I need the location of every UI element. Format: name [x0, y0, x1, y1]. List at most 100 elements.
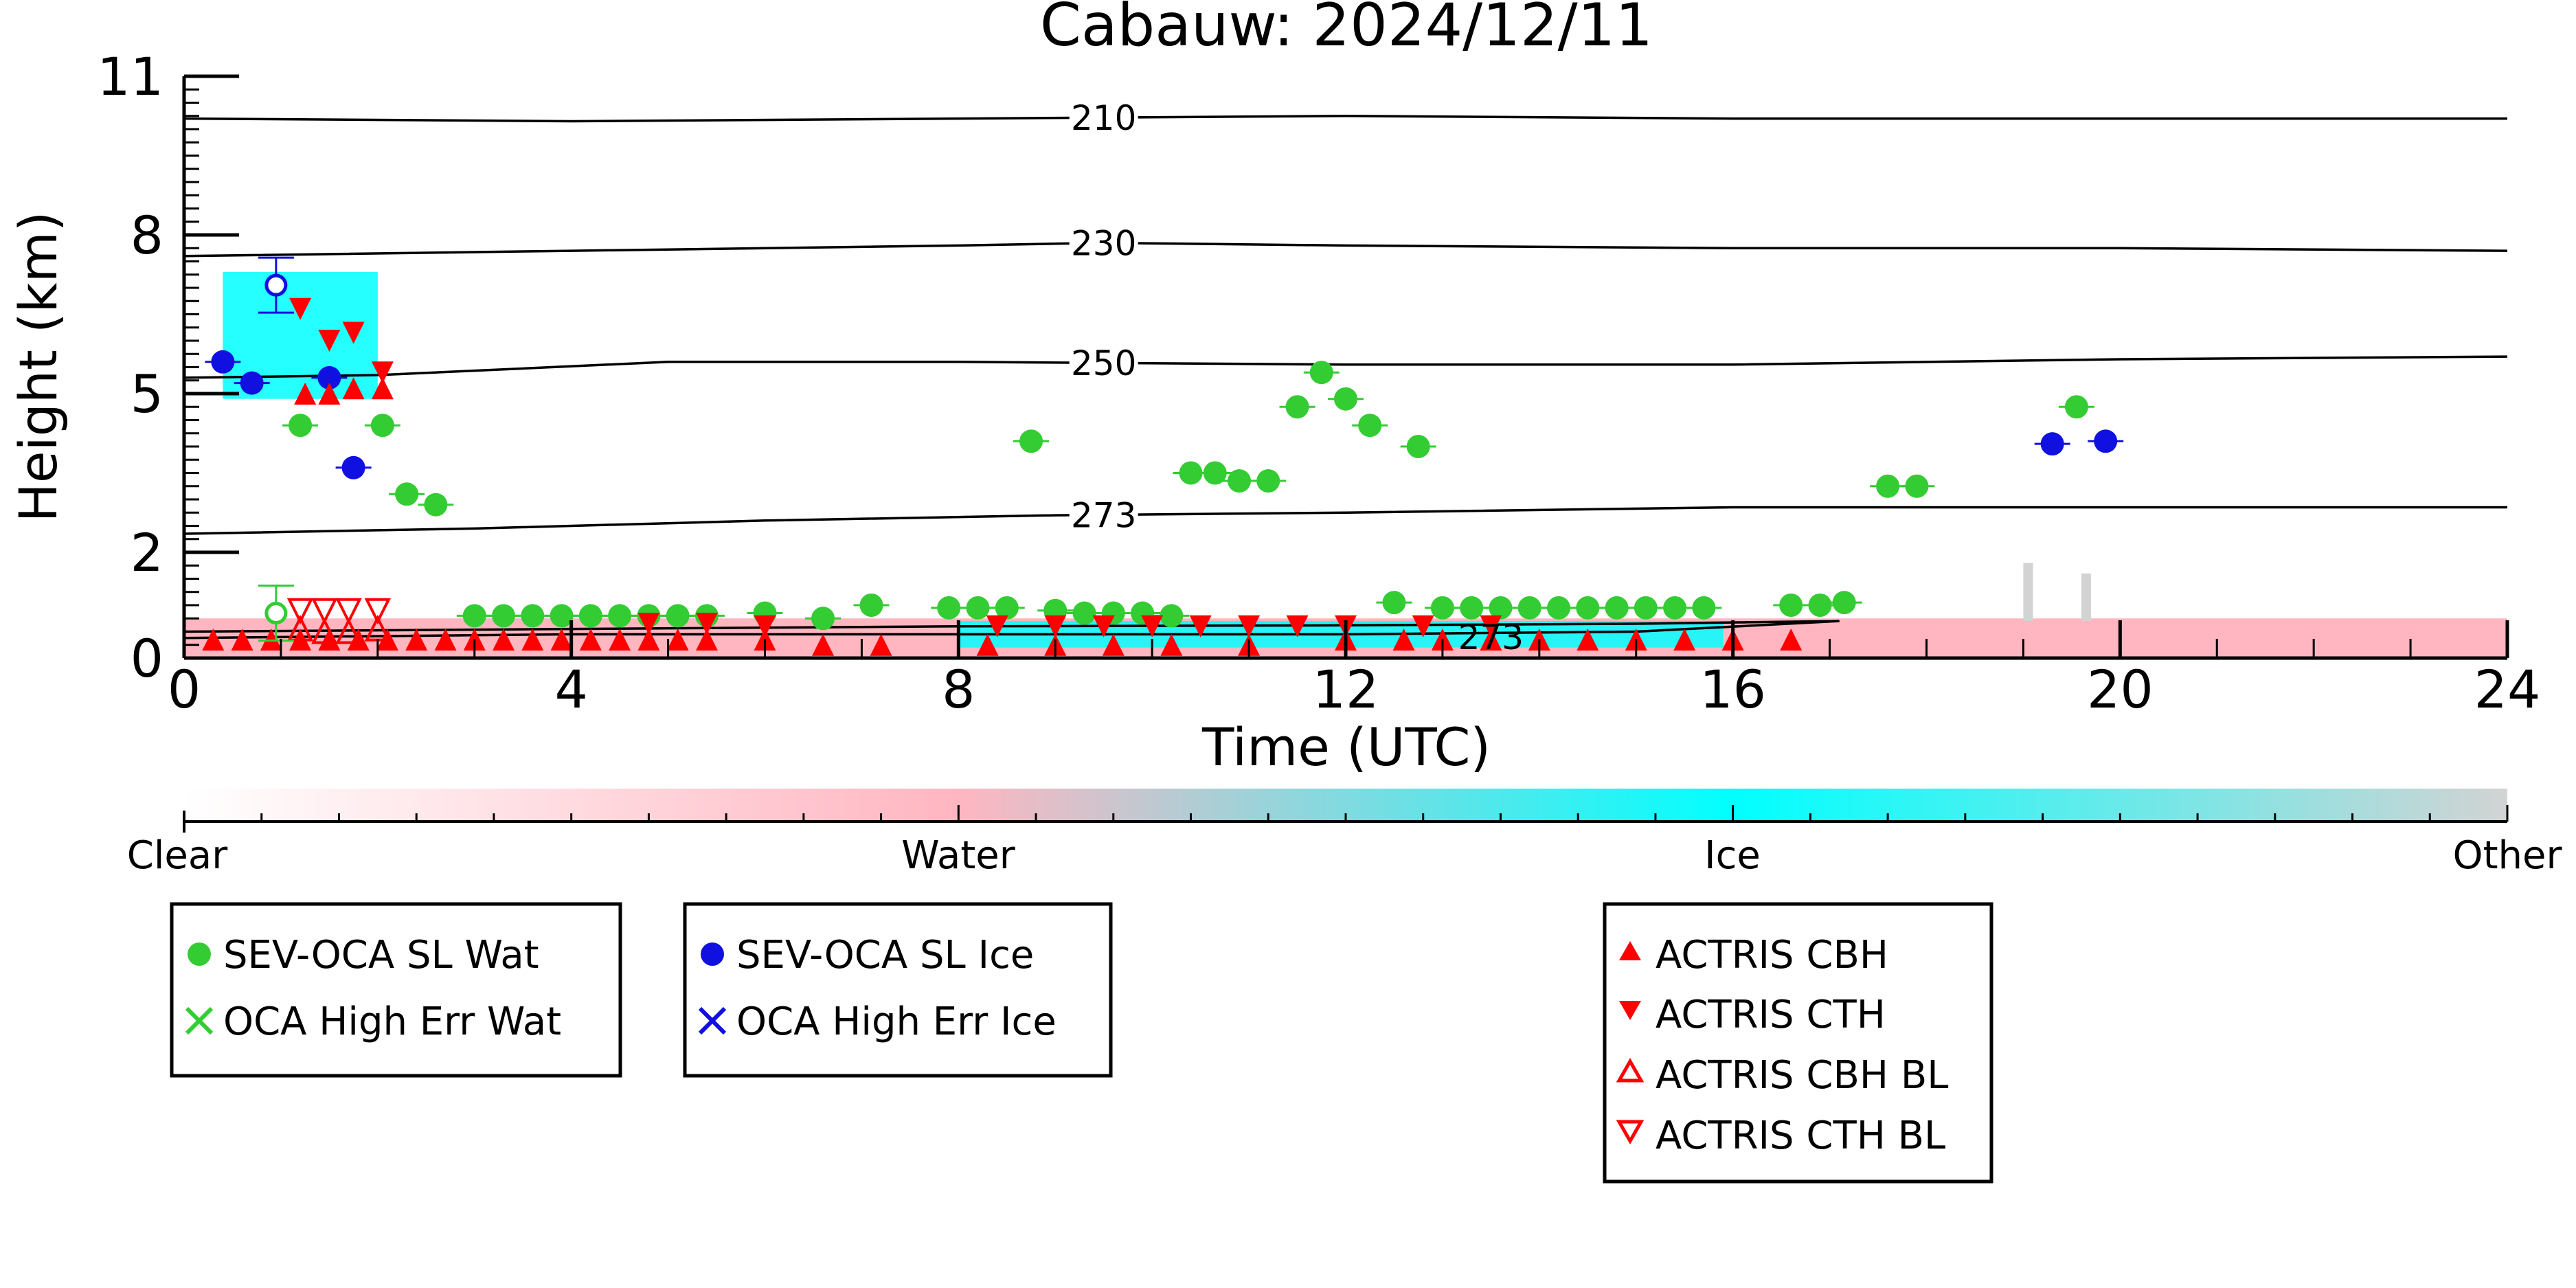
contour-label-bg-0 — [1069, 100, 1138, 136]
marker-sev-oca-sl-wat-24 — [666, 604, 690, 628]
marker-actris-cbh-1 — [231, 629, 253, 651]
marker-sev-oca-sl-wat-9 — [1285, 395, 1309, 419]
y-tick-label-0: 0 — [131, 628, 163, 689]
marker-sev-oca-sl-wat-47 — [1692, 596, 1716, 620]
marker-actris-cbh-20 — [870, 633, 892, 656]
marker-sev-oca-sl-wat-29 — [937, 596, 961, 620]
marker-sev-oca-sl-wat-46 — [1663, 596, 1687, 620]
data-markers — [202, 256, 2124, 656]
x-tick-label-2: 8 — [942, 659, 975, 720]
marker-sev-oca-sl-wat-11 — [1334, 387, 1357, 411]
marker-actris-cth-13 — [1286, 615, 1309, 637]
legend-water: SEV-OCA SL Wat OCA High Err Wat — [170, 902, 622, 1078]
x-tick-label-1: 4 — [554, 659, 587, 720]
marker-sev-oca-sl-wat-28 — [859, 594, 883, 617]
y-axis-label: Height (km) — [8, 212, 69, 523]
x-axis-label: Time (UTC) — [1201, 716, 1491, 778]
marker-sev-oca-sl-wat-33 — [1072, 601, 1096, 625]
plot-axes: 0 2 5 8 11 0 4 8 12 16 20 24 — [97, 46, 2540, 720]
contour-label-4: 273 — [1458, 618, 1524, 657]
legend-label-sev-oca-ice: SEV-OCA SL Ice — [736, 933, 1034, 978]
marker-actris-cth-16 — [1480, 615, 1502, 637]
marker-sev-oca-sl-wat-44 — [1605, 596, 1629, 620]
marker-actris-cbh-17 — [695, 629, 718, 651]
marker-sev-oca-sl-wat-2 — [395, 482, 419, 506]
legend-label-oca-err-ice: OCA High Err Ice — [736, 999, 1057, 1044]
marker-sev-oca-sl-wat-42 — [1547, 596, 1571, 620]
colorbar-label-clear: Clear — [127, 833, 228, 878]
marker-sev-oca-sl-wat-50 — [1832, 591, 1856, 615]
y-tick-label-3: 8 — [131, 205, 163, 266]
marker-actris-cbh-12 — [550, 629, 573, 651]
marker-actris-cbh-33 — [1673, 629, 1696, 651]
marker-actris-cth-6 — [754, 615, 776, 637]
legend-marker-actris-cbh — [1619, 941, 1641, 960]
marker-actris-cbh-14 — [609, 629, 631, 651]
legend-label-sev-oca-wat: SEV-OCA SL Wat — [223, 933, 539, 978]
marker-actris-cbh-19 — [812, 633, 835, 656]
legend-ice: SEV-OCA SL Ice OCA High Err Ice — [683, 902, 1113, 1078]
y-tick-label-1: 2 — [131, 522, 163, 583]
contour-label-1: 230 — [1071, 224, 1136, 264]
marker-sev-oca-sl-wat-1 — [370, 414, 394, 438]
marker-actris-cth-4 — [637, 612, 660, 635]
contour-label-bg-1 — [1069, 225, 1138, 261]
marker-sev-oca-sl-wat-20 — [550, 604, 574, 628]
marker-sev-oca-sl-ice-2 — [317, 365, 341, 389]
marker-sev-oca-sl-wat-10 — [1309, 361, 1333, 385]
marker-sev-oca-sl-ice-3 — [341, 455, 365, 479]
marker-sev-oca-sl-wat-18 — [492, 604, 516, 628]
y-tick-label-2: 5 — [131, 363, 163, 425]
marker-actris-cbh-35 — [1780, 629, 1803, 651]
marker-sev-oca-sl-wat-45 — [1634, 596, 1658, 620]
marker-sev-oca-sl-wat-36 — [1160, 604, 1184, 628]
marker-actris-cbh-13 — [579, 629, 602, 651]
marker-actris-cth-15 — [1412, 615, 1434, 637]
marker-sev-oca-sl-wat-40 — [1489, 596, 1513, 620]
marker-actris-cth-2 — [342, 321, 365, 344]
marker-actris-cbh-21 — [976, 633, 999, 656]
marker-sev-oca-sl-wat-6 — [1203, 461, 1227, 485]
marker-actris-cbh-bl-2 — [335, 618, 362, 644]
marker-actris-cbh-bl-0 — [286, 615, 314, 642]
marker-sev-oca-sl-wat-8 — [1256, 469, 1280, 493]
contour-line-2 — [184, 355, 2507, 379]
marker-actris-cbh-8 — [434, 629, 457, 651]
marker-actris-cbh-23 — [1102, 633, 1125, 656]
legend-label-actris-cbh: ACTRIS CBH — [1656, 933, 1888, 978]
contour-label-0: 210 — [1071, 98, 1136, 138]
marker-actris-cbh-bl-1 — [311, 618, 338, 644]
x-tick-label-5: 20 — [2087, 659, 2154, 720]
marker-sev-oca-sl-ice-0 — [211, 350, 235, 374]
marker-actris-cth-1 — [318, 330, 341, 352]
open-marker-sev-oca-sl-ice-0 — [264, 273, 288, 297]
marker-sev-oca-sl-wat-21 — [578, 604, 602, 628]
marker-sev-oca-sl-wat-43 — [1576, 596, 1600, 620]
contour-label-bg-3 — [1069, 497, 1138, 533]
marker-actris-cbh-39 — [371, 377, 394, 400]
contour-line-3 — [184, 506, 2507, 535]
marker-actris-cbh-16 — [666, 629, 689, 651]
marker-actris-cbh-10 — [493, 629, 515, 651]
marker-actris-cbh-24 — [1160, 633, 1183, 656]
marker-actris-cth-0 — [289, 297, 312, 320]
x-tick-label-4: 16 — [1699, 659, 1766, 720]
legend-marker-oca-err-wat — [185, 1006, 214, 1035]
marker-sev-oca-sl-wat-27 — [811, 607, 835, 631]
marker-actris-cth-bl-3 — [364, 598, 392, 625]
contour-label-2: 250 — [1071, 343, 1136, 383]
contour-label-3: 273 — [1071, 495, 1136, 535]
legend-label-actris-cth: ACTRIS CTH — [1656, 993, 1886, 1037]
legend-marker-actris-cth-bl — [1616, 1120, 1645, 1145]
legend-marker-sev-oca-ice — [701, 942, 724, 966]
band-other-3 — [2023, 563, 2033, 622]
legend-marker-actris-cbh-bl — [1616, 1057, 1645, 1083]
marker-actris-cth-5 — [695, 612, 718, 635]
marker-actris-cth-12 — [1238, 615, 1261, 637]
marker-actris-cbh-36 — [294, 383, 317, 405]
marker-sev-oca-sl-wat-5 — [1179, 461, 1203, 485]
marker-actris-cbh-27 — [1392, 629, 1415, 651]
marker-sev-oca-sl-wat-48 — [1779, 594, 1803, 617]
legend-label-actris-cbh-bl: ACTRIS CBH BL — [1656, 1053, 1948, 1098]
marker-actris-cth-bl-1 — [311, 598, 338, 625]
